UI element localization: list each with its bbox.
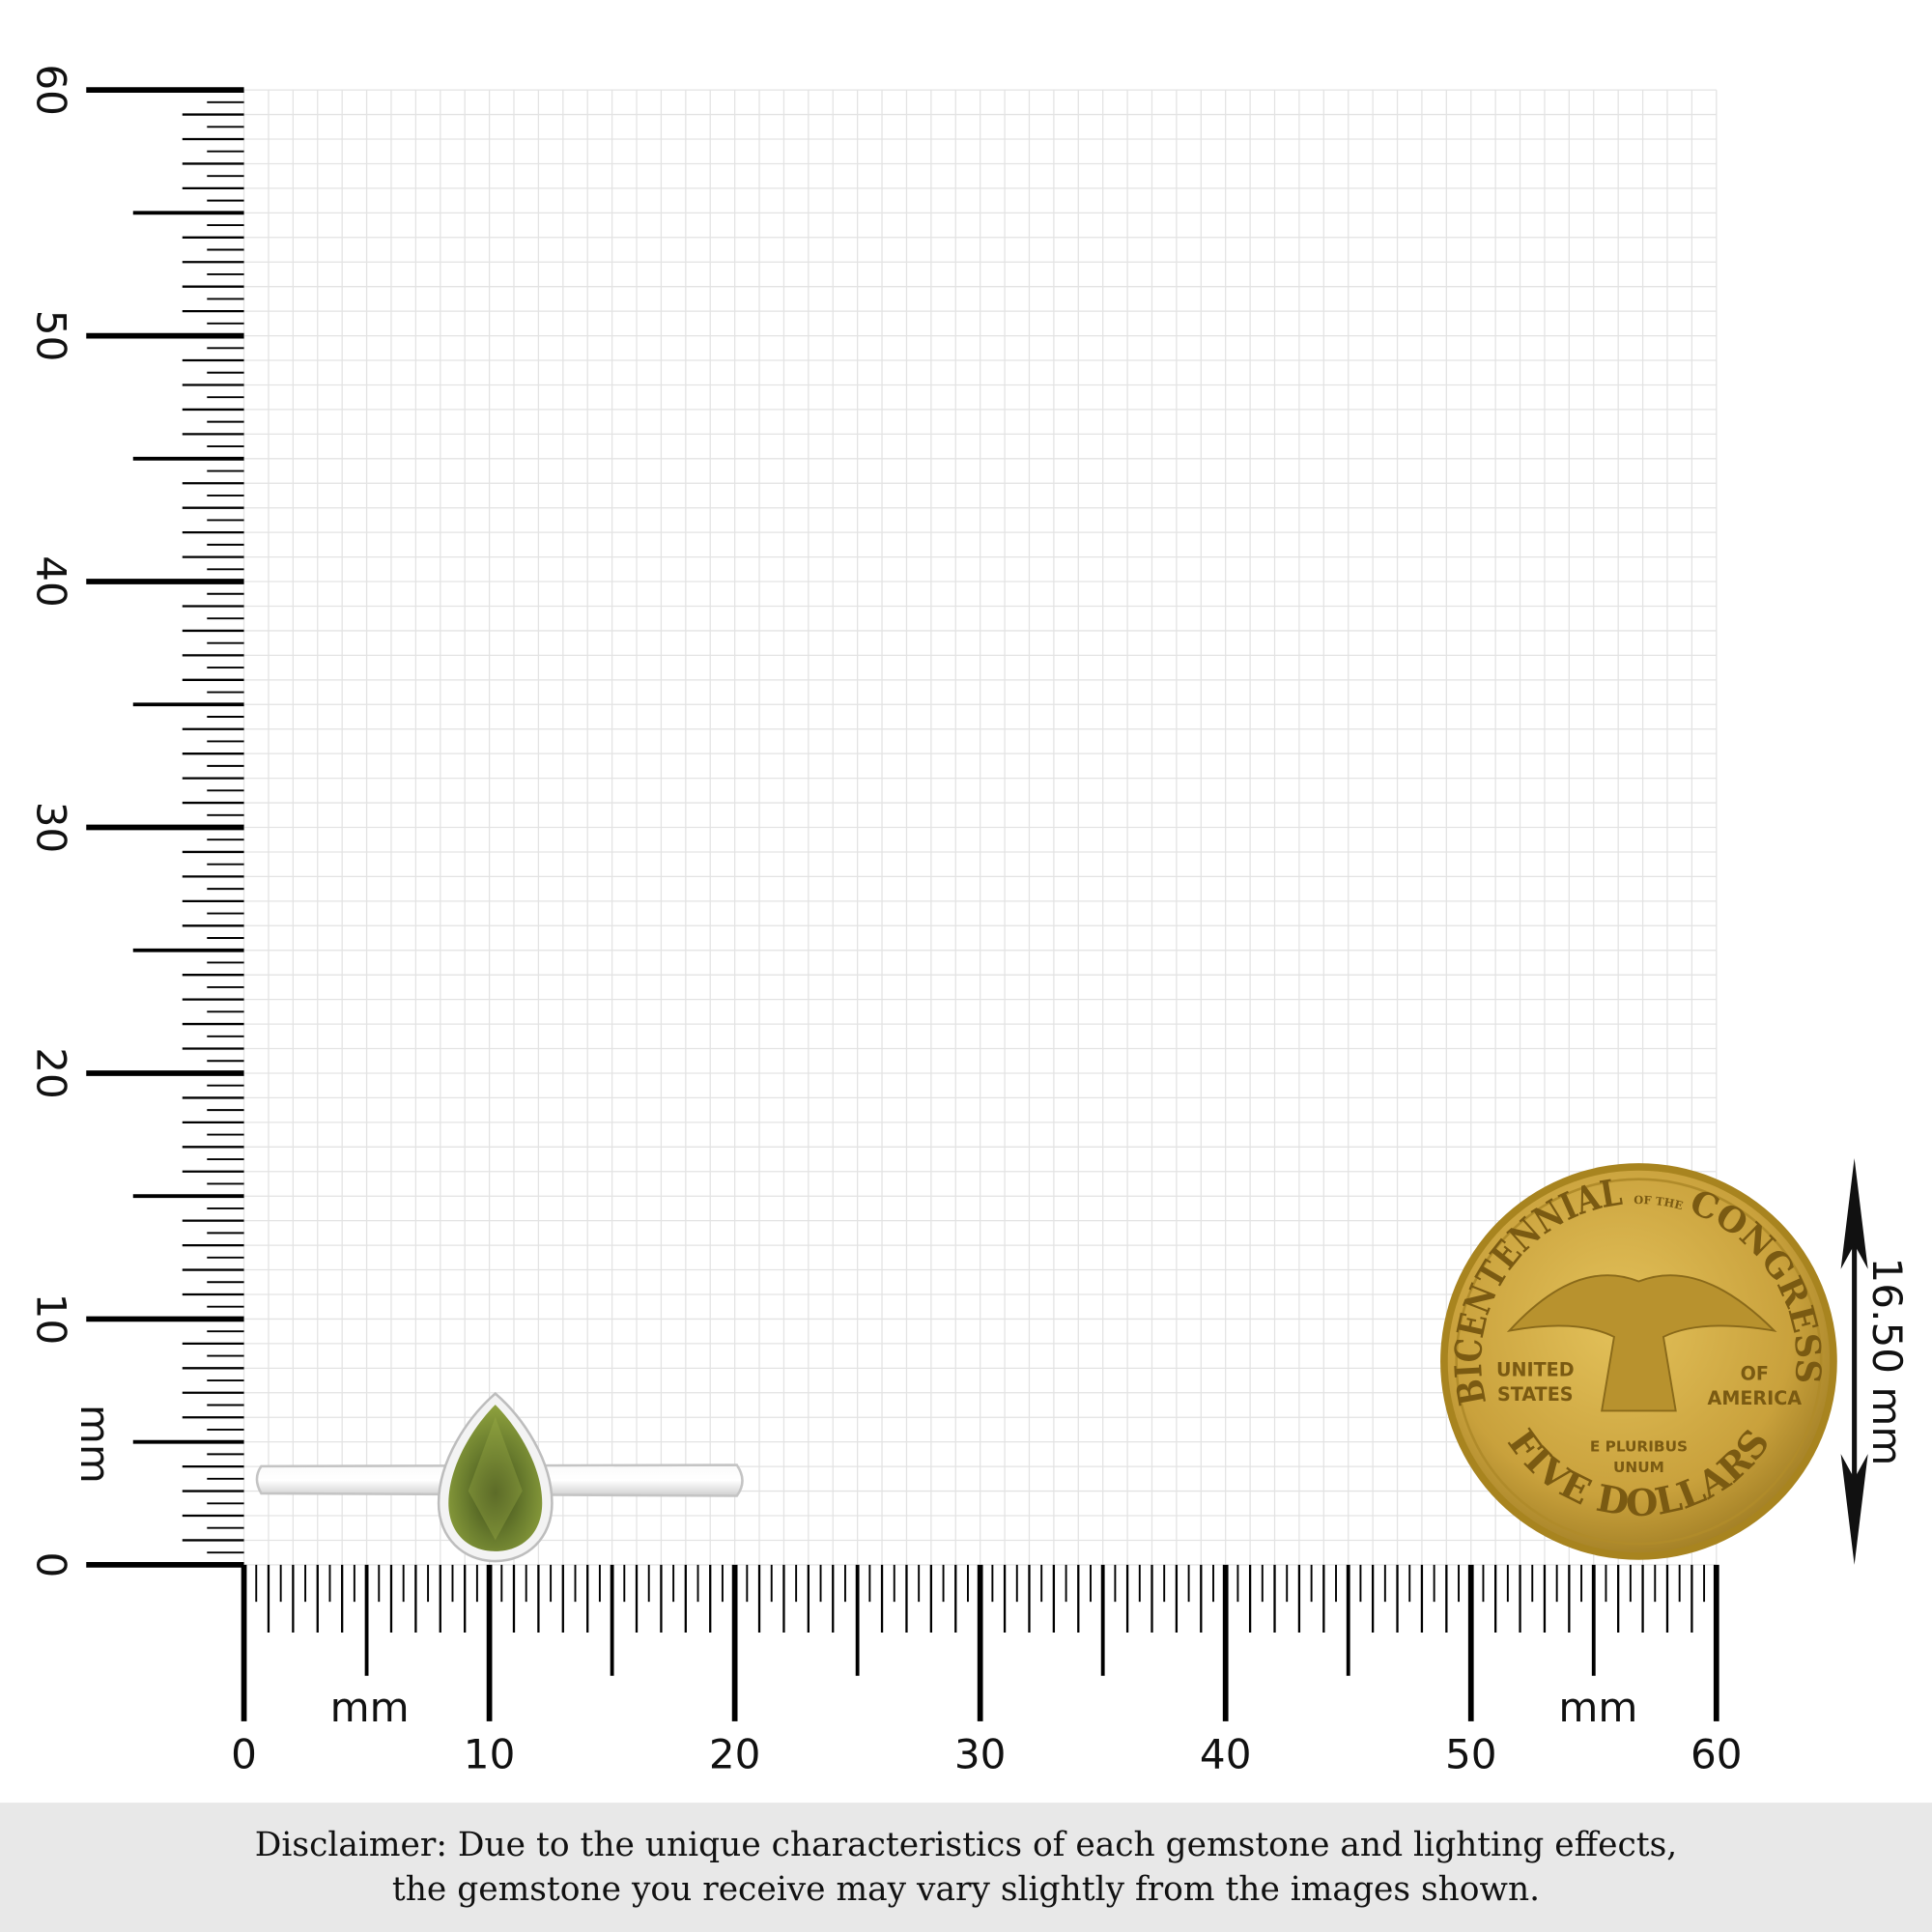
x-tick-label: 60 (1690, 1730, 1743, 1777)
y-tick-label: 30 (27, 802, 74, 854)
x-unit-label: mm (330, 1684, 410, 1731)
coin-left-text-1: UNITED (1496, 1359, 1575, 1381)
x-tick-label: 40 (1200, 1730, 1252, 1777)
measurement-grid (242, 89, 1718, 1566)
y-tick-label: 50 (27, 310, 74, 362)
disclaimer-line-2: the gemstone you receive may vary slight… (392, 1870, 1540, 1909)
coin-right-text-2: AMERICA (1708, 1387, 1803, 1409)
x-tick-label: 10 (464, 1730, 516, 1777)
gemstone-facet (468, 1416, 523, 1541)
ruler-ticks (86, 87, 1719, 1721)
x-tick-label: 50 (1445, 1730, 1497, 1777)
y-tick-label: 40 (27, 555, 74, 608)
coin-diameter-label: 16.50 mm (1863, 1258, 1911, 1466)
coin-motto-2: UNUM (1613, 1459, 1664, 1476)
gemstone-pear (448, 1405, 543, 1551)
x-tick-label: 30 (954, 1730, 1007, 1777)
y-tick-label: 10 (27, 1293, 74, 1346)
coin-motto-1: E PLURIBUS (1590, 1438, 1688, 1456)
disclaimer-line-1: Disclaimer: Due to the unique characteri… (255, 1826, 1677, 1864)
arrow-down-icon (1840, 1454, 1868, 1565)
ring-image (255, 1391, 744, 1563)
y-tick-label: 0 (27, 1552, 74, 1578)
y-unit-label: mm (71, 1405, 119, 1484)
x-tick-label: 0 (231, 1730, 257, 1777)
coin-right-text-1: OF (1741, 1363, 1769, 1385)
x-tick-label: 20 (709, 1730, 761, 1777)
x-ruler-labels: 0 10 20 30 40 50 60 (231, 1730, 1742, 1777)
y-ruler-labels: 0 10 20 30 40 50 60 (27, 64, 74, 1577)
y-tick-label: 20 (27, 1047, 74, 1099)
reference-coin: BICENTENNIAL OF THE CONGRESS UNITED STAT… (1440, 1163, 1837, 1560)
coin-diameter-arrow (1840, 1157, 1868, 1565)
arrow-up-icon (1840, 1157, 1868, 1269)
coin-left-text-2: STATES (1497, 1383, 1574, 1406)
y-tick-label: 60 (27, 64, 74, 116)
x-unit-label-right: mm (1558, 1684, 1637, 1731)
disclaimer-banner (0, 1803, 1932, 1932)
eagle-emblem (1506, 1274, 1777, 1412)
